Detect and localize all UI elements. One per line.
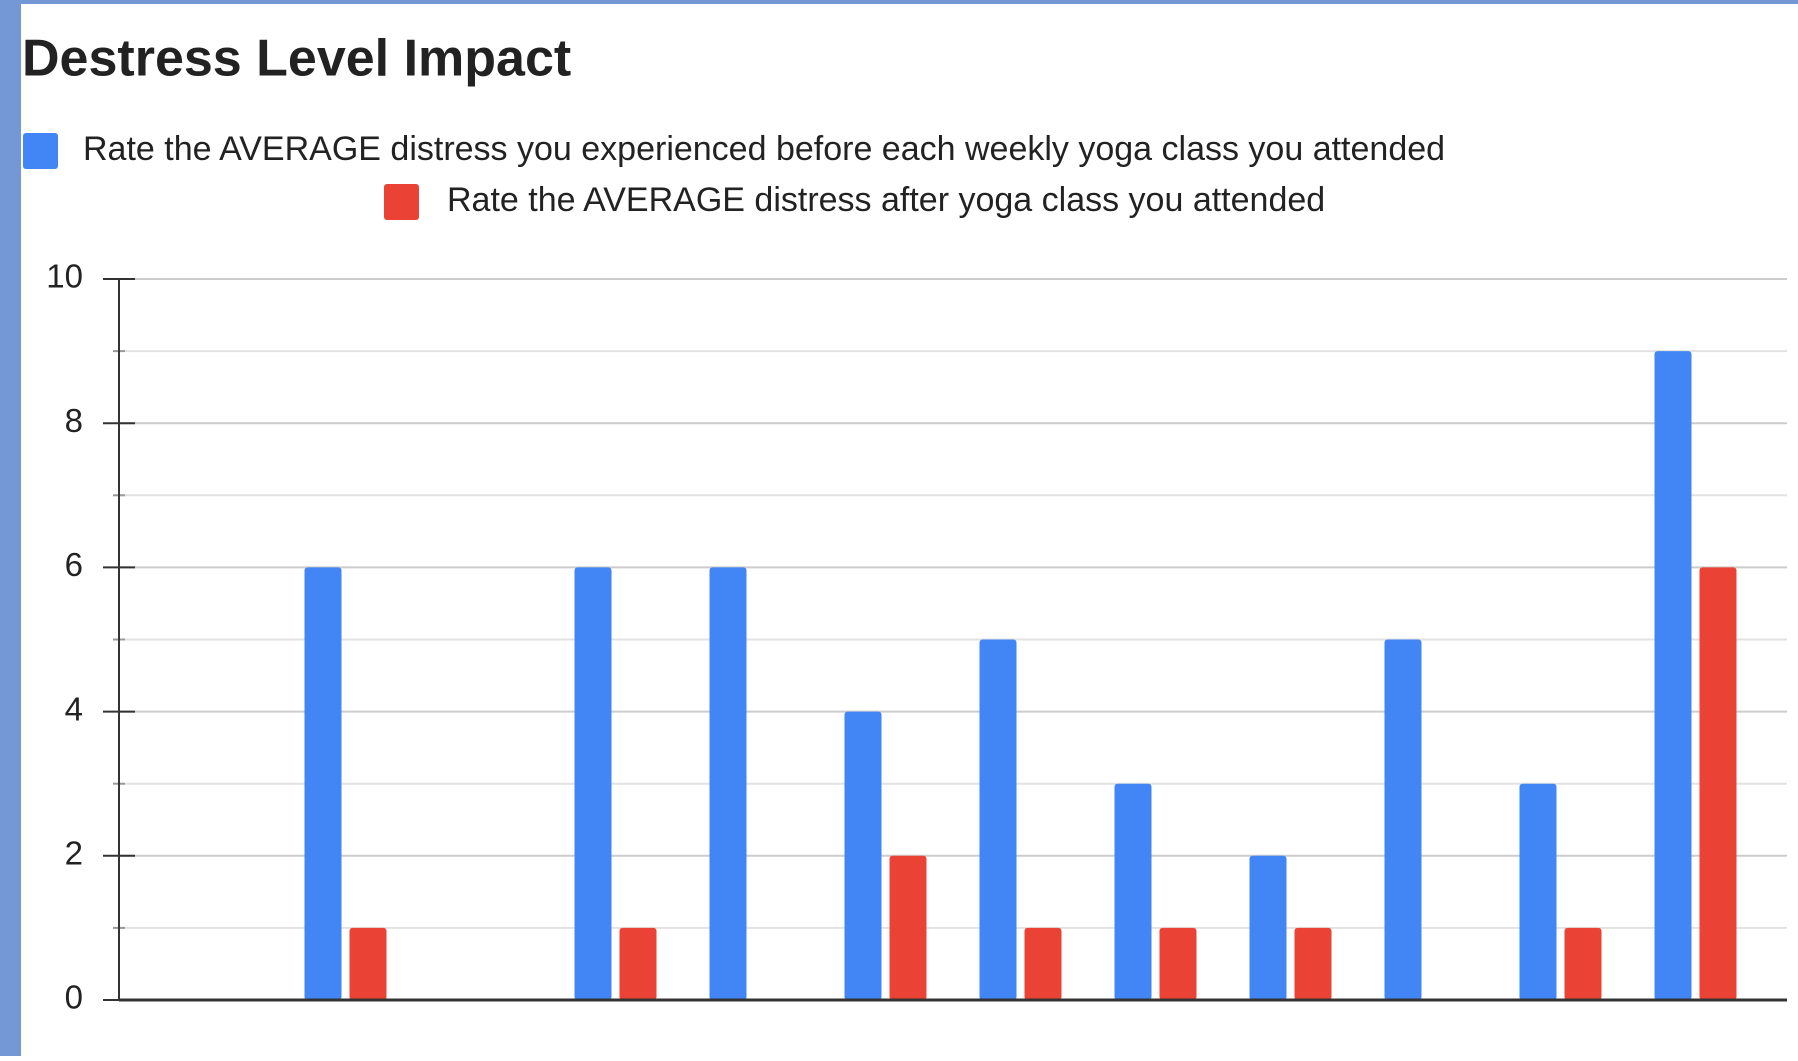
legend-swatch <box>23 133 58 169</box>
bar <box>619 927 657 1000</box>
bar <box>1519 783 1557 1000</box>
bar <box>574 567 612 1000</box>
bar <box>1024 927 1062 1000</box>
bar <box>979 639 1017 1000</box>
legend-swatch <box>384 184 419 220</box>
chart-title: Destress Level Impact <box>22 30 571 88</box>
y-tick-label: 0 <box>65 979 83 1016</box>
y-tick-label: 4 <box>65 690 83 727</box>
y-tick-label: 8 <box>65 402 83 439</box>
legend-label: Rate the AVERAGE distress you experience… <box>83 130 1445 168</box>
bar <box>1294 927 1332 1000</box>
bar <box>1384 639 1422 1000</box>
bar <box>1564 927 1602 1000</box>
bar <box>1114 783 1152 1000</box>
legend-label: Rate the AVERAGE distress after yoga cla… <box>447 181 1325 219</box>
y-tick-label: 10 <box>46 258 83 295</box>
bar <box>1249 855 1287 1000</box>
top-border <box>0 0 1798 4</box>
bar <box>1159 927 1197 1000</box>
bar <box>349 927 387 1000</box>
left-border <box>0 0 21 1056</box>
bar <box>889 855 927 1000</box>
bar <box>1654 351 1692 1001</box>
y-tick-label: 6 <box>65 546 83 583</box>
y-tick-label: 2 <box>65 835 83 872</box>
bar <box>1699 567 1737 1000</box>
bar <box>844 711 882 1000</box>
bar <box>304 567 342 1000</box>
bar <box>709 567 747 1000</box>
